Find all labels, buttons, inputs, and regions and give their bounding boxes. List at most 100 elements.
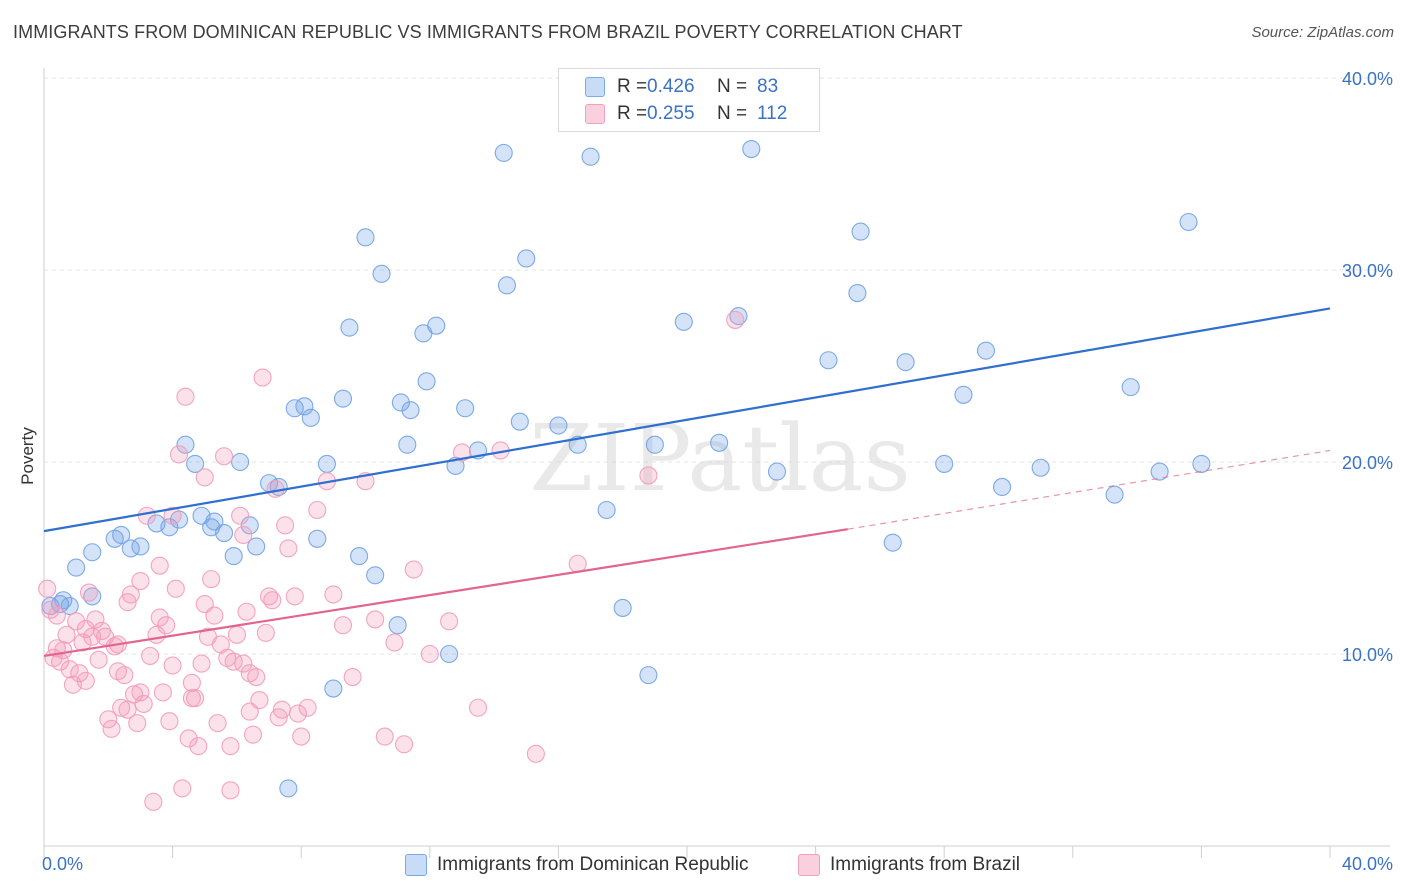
- data-point-dominican: [510, 412, 529, 431]
- data-point-dominican: [333, 389, 353, 408]
- data-point-brazil: [131, 571, 150, 591]
- data-point-brazil: [128, 714, 147, 733]
- data-point-dominican: [935, 454, 954, 473]
- data-point-dominican: [851, 222, 870, 241]
- data-point-dominican: [1031, 458, 1050, 477]
- data-point-brazil: [160, 712, 179, 731]
- data-point-dominican: [1150, 462, 1169, 481]
- series-layer: [38, 139, 1211, 811]
- data-point-brazil: [279, 539, 298, 558]
- data-point-dominican: [819, 351, 838, 370]
- data-point-brazil: [70, 664, 89, 683]
- y-tick-label: 20.0%: [1342, 453, 1393, 473]
- bottom-legend-dominican: Immigrants from Dominican Republic: [405, 852, 749, 878]
- data-point-brazil: [182, 689, 201, 708]
- data-point-brazil: [89, 650, 108, 669]
- data-point-dominican: [186, 454, 205, 473]
- data-point-brazil: [308, 500, 327, 520]
- data-point-dominican: [83, 543, 102, 562]
- data-point-brazil: [83, 627, 102, 646]
- data-point-brazil: [468, 698, 488, 717]
- y-tick-label: 30.0%: [1342, 261, 1393, 281]
- data-point-brazil: [57, 625, 76, 644]
- data-point-dominican: [613, 598, 632, 617]
- trend-line-brazil-extension: [847, 449, 1331, 530]
- data-point-brazil: [60, 660, 79, 679]
- data-point-brazil: [137, 506, 156, 525]
- data-point-brazil: [221, 737, 240, 756]
- x-tick-label: 0.0%: [42, 854, 83, 874]
- axes: [43, 68, 1390, 858]
- trend-line-brazil: [43, 528, 848, 658]
- x-tick-label: 40.0%: [1342, 854, 1393, 874]
- data-point-brazil: [237, 602, 256, 621]
- data-point-brazil: [263, 591, 282, 610]
- data-point-dominican: [372, 264, 391, 283]
- data-point-dominican: [494, 143, 513, 162]
- data-point-dominican: [308, 529, 327, 548]
- data-point-brazil: [121, 585, 140, 604]
- data-point-brazil: [202, 570, 221, 589]
- data-point-brazil: [38, 579, 57, 598]
- data-point-brazil: [176, 387, 195, 406]
- data-point-dominican: [896, 353, 915, 372]
- data-point-dominican: [214, 523, 234, 543]
- data-point-brazil: [169, 445, 189, 464]
- n-value: 112: [757, 103, 788, 124]
- data-point-dominican: [440, 644, 459, 664]
- data-point-dominican: [317, 454, 336, 473]
- data-point-brazil: [333, 616, 353, 635]
- data-point-brazil: [288, 704, 308, 723]
- legend-swatch-brazil: [585, 104, 605, 124]
- data-point-dominican: [112, 525, 131, 545]
- data-point-dominican: [549, 416, 568, 435]
- data-point-brazil: [726, 310, 745, 329]
- data-point-brazil: [73, 633, 92, 652]
- data-point-brazil: [221, 781, 240, 800]
- data-point-dominican: [417, 372, 436, 391]
- data-point-brazil: [227, 625, 246, 644]
- data-point-dominican: [401, 401, 420, 420]
- data-point-brazil: [195, 595, 214, 614]
- legend-row-dominican: R = 0.426 N = 83: [585, 75, 778, 99]
- data-point-dominican: [356, 228, 375, 247]
- data-point-dominican: [1121, 378, 1140, 397]
- data-point-brazil: [452, 443, 472, 462]
- data-point-brazil: [99, 710, 118, 729]
- data-point-brazil: [124, 685, 144, 704]
- data-point-brazil: [153, 683, 173, 702]
- data-point-brazil: [285, 587, 304, 606]
- data-point-brazil: [234, 654, 253, 673]
- data-point-dominican: [848, 283, 867, 303]
- data-point-brazil: [385, 633, 404, 652]
- data-point-brazil: [234, 525, 253, 545]
- data-point-brazil: [395, 735, 414, 754]
- data-point-dominican: [205, 512, 224, 531]
- data-point-brazil: [141, 646, 160, 665]
- trend-layer: [43, 307, 1331, 658]
- data-point-dominican: [517, 249, 536, 268]
- data-point-dominican: [176, 435, 195, 454]
- data-point-brazil: [54, 641, 73, 660]
- data-point-brazil: [343, 667, 362, 687]
- data-point-brazil: [76, 671, 95, 690]
- data-point-brazil: [182, 673, 201, 692]
- data-point-brazil: [375, 727, 394, 746]
- data-point-brazil: [67, 612, 86, 631]
- data-point-brazil: [163, 656, 182, 675]
- r-value: 0.426: [647, 76, 695, 97]
- chart-title: IMMIGRANTS FROM DOMINICAN REPUBLIC VS IM…: [13, 22, 963, 42]
- data-point-brazil: [266, 479, 285, 498]
- bottom-legend-label-dominican: Immigrants from Dominican Republic: [437, 854, 749, 875]
- data-point-dominican: [767, 462, 787, 481]
- data-point-dominican: [1105, 485, 1124, 504]
- y-tick-label: 10.0%: [1342, 645, 1393, 665]
- data-point-dominican: [645, 435, 664, 454]
- data-point-dominican: [160, 518, 179, 537]
- data-point-dominican: [883, 533, 902, 552]
- data-point-dominican: [324, 679, 343, 698]
- data-point-brazil: [76, 619, 95, 639]
- r-label: R =: [617, 103, 648, 124]
- data-point-brazil: [272, 700, 291, 719]
